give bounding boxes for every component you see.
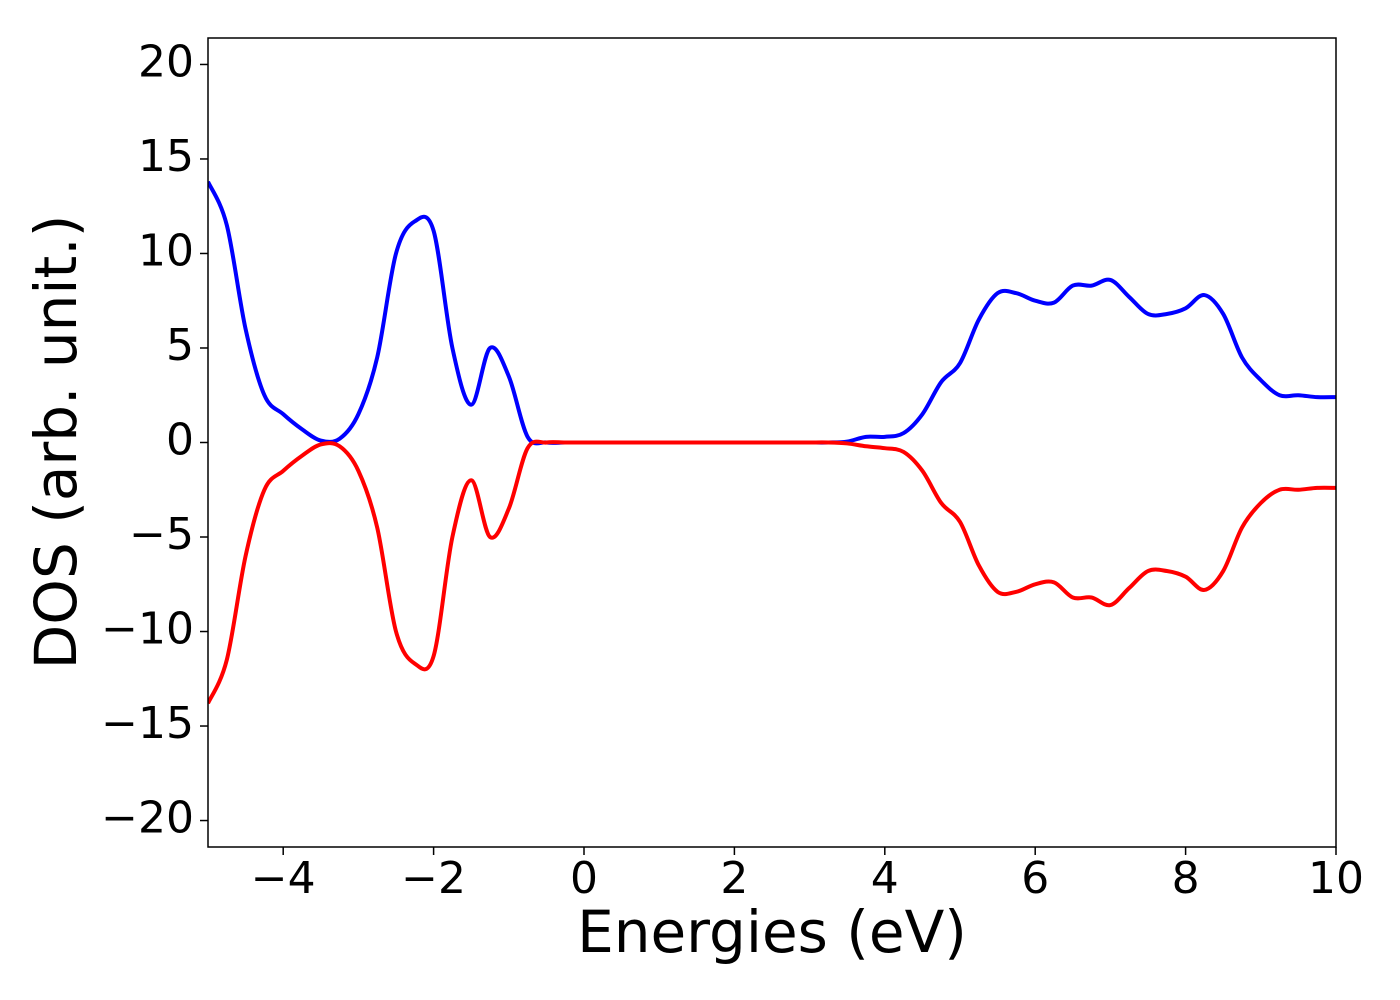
dos-line [208, 439, 1336, 705]
y-tick-label: 5 [166, 320, 194, 371]
plot-frame [207, 37, 1337, 848]
y-tick-label: 0 [166, 415, 194, 466]
y-tick-label: 20 [138, 36, 194, 87]
x-tick-label: −2 [401, 853, 466, 904]
x-tick-label: 6 [1021, 853, 1049, 904]
y-tick-label: −15 [101, 698, 194, 749]
x-tick-label: −4 [251, 853, 316, 904]
x-tick-label: 10 [1308, 853, 1364, 904]
x-axis-label: Energies (eV) [577, 898, 967, 966]
dos-line [208, 180, 1336, 446]
y-tick-label: 15 [138, 131, 194, 182]
y-tick-label: −5 [129, 509, 194, 560]
y-axis-label: DOS (arb. unit.) [22, 215, 90, 670]
y-tick-label: −10 [101, 604, 194, 655]
y-tick-label: 10 [138, 225, 194, 276]
x-tick-label: 4 [871, 853, 899, 904]
y-tick-label: −20 [101, 793, 194, 844]
x-tick-label: 8 [1172, 853, 1200, 904]
x-tick-label: 2 [720, 853, 748, 904]
x-tick-label: 0 [570, 853, 598, 904]
